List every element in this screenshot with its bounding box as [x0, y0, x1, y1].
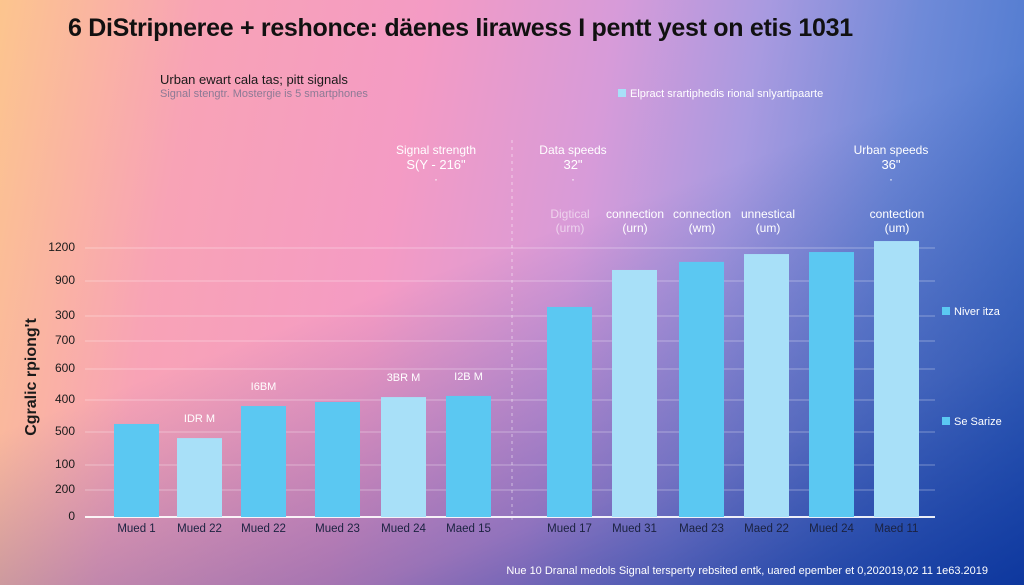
y-tick-label: 900 — [54, 273, 75, 287]
y-tick-label: 100 — [54, 457, 75, 471]
column-annotation: Digtical (urm) — [550, 207, 590, 235]
x-tick-label: Mued 24 — [381, 523, 426, 535]
bar — [809, 252, 854, 517]
annotation-data-speeds: Data speeds 32" · — [539, 143, 607, 186]
legend-item: Niver itza — [942, 306, 1000, 318]
bar — [612, 269, 657, 517]
x-tick-label: Maed 23 — [679, 523, 724, 535]
x-tick-label: Maed 11 — [874, 523, 919, 535]
legend-item: Se Sarize — [942, 416, 1002, 428]
legend-swatch — [942, 307, 950, 315]
bar-data-label: I2B M — [454, 370, 483, 383]
y-tick-label: 300 — [54, 308, 75, 322]
bar — [446, 395, 491, 517]
annotation-value: S(Y - 216" — [406, 157, 466, 172]
x-tick-label: Maed 22 — [744, 523, 789, 535]
column-annotation: connection (wm) — [672, 207, 732, 235]
legend-swatch — [942, 417, 950, 425]
y-tick-label: 400 — [54, 392, 75, 406]
y-tick-label: 500 — [54, 424, 75, 438]
annotation-signal-strength: Signal strength S(Y - 216" · — [395, 143, 477, 186]
y-tick-label: 200 — [54, 482, 75, 496]
column-annotation: unnestical (um) — [740, 207, 796, 235]
bar — [547, 306, 592, 517]
chart-title: 6 DiStripneree + reshonce: däenes lirawe… — [68, 14, 853, 42]
annotation-value: 36" — [881, 157, 901, 172]
legend-swatch — [618, 89, 626, 97]
bar — [177, 438, 222, 517]
annotation-urban-speeds: Urban speeds 36" · — [853, 143, 929, 186]
x-tick-label: Maed 15 — [446, 523, 491, 535]
bar — [381, 397, 426, 517]
chart-subtitle: Urban ewart cala tas; pitt signals — [160, 72, 348, 87]
legend-top: Elpract srartiphedis rional snlyartipaar… — [618, 88, 823, 100]
y-tick-label: 0 — [68, 509, 75, 523]
annotation-title: Data speeds — [539, 143, 607, 157]
x-tick-label: Mued 24 — [809, 523, 854, 535]
bar-data-label: 3BR M — [386, 372, 421, 385]
y-tick-label: 700 — [54, 333, 75, 347]
bar — [679, 261, 724, 517]
bar — [874, 241, 919, 517]
annotation-title: Urban speeds — [853, 143, 929, 157]
y-tick-label: 1200 — [48, 240, 75, 254]
x-tick-label: Mued 22 — [241, 523, 286, 535]
y-tick-label: 600 — [54, 361, 75, 375]
x-tick-label: Mued 23 — [315, 523, 360, 535]
x-tick-label: Mued 17 — [547, 523, 592, 535]
column-annotation: connection (urn) — [605, 207, 665, 235]
x-tick-label: Mued 1 — [117, 523, 156, 535]
bar — [241, 406, 286, 517]
bar — [744, 254, 789, 518]
column-annotation: contection (um) — [869, 207, 925, 235]
chart-caption: Signal stengtr. Mostergie is 5 smartphon… — [160, 88, 368, 100]
bar-data-label: IDR M — [183, 413, 216, 426]
legend-top-label: Elpract srartiphedis rional snlyartipaar… — [630, 88, 824, 100]
bar-data-label: I6BM — [250, 381, 277, 394]
bar — [315, 402, 360, 517]
x-tick-label: Mued 22 — [177, 523, 222, 535]
chart-footer: Nue 10 Dranal medols Signal tersperty re… — [506, 565, 988, 577]
bar — [114, 423, 159, 517]
annotation-title: Signal strength — [395, 143, 477, 157]
annotation-value: 32" — [563, 157, 583, 172]
x-tick-label: Mued 31 — [612, 523, 657, 535]
